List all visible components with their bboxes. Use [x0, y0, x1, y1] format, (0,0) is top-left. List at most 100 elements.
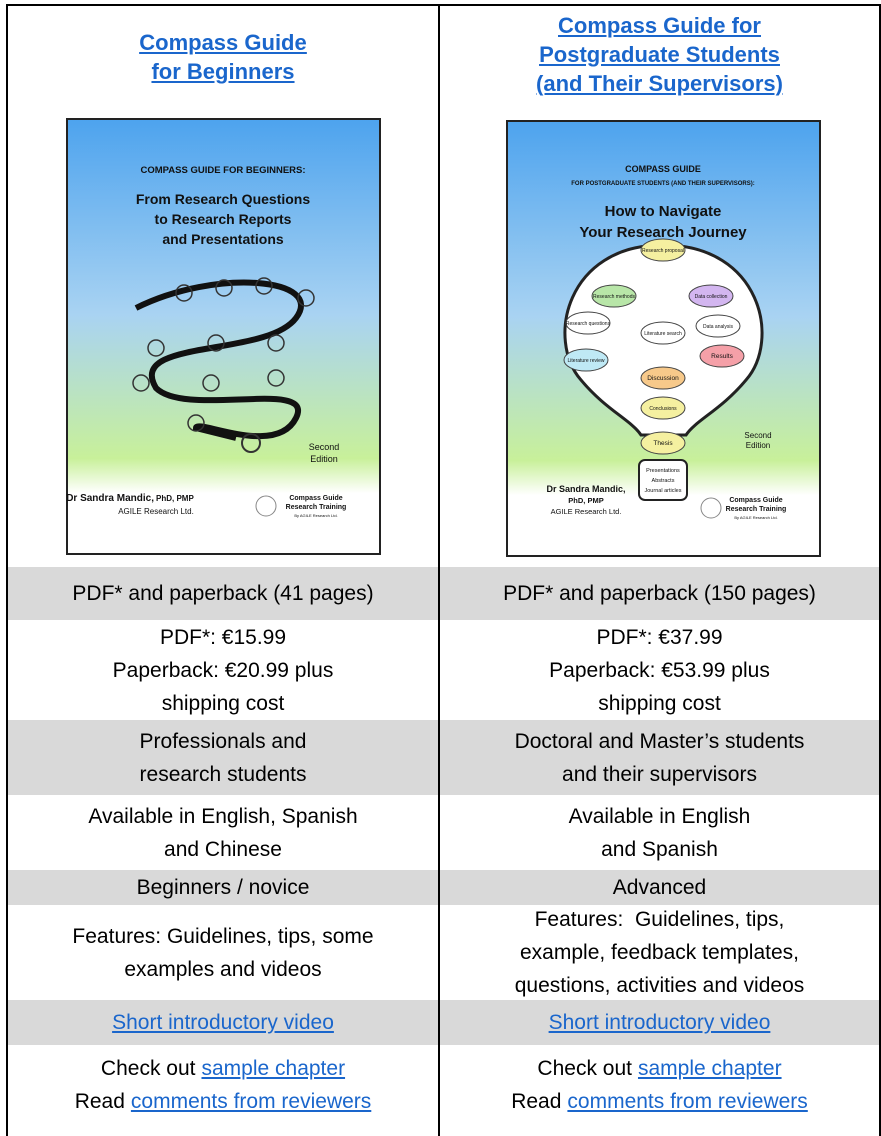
cover-text: Conclusions: [649, 406, 677, 412]
cover-text: Research Training: [286, 504, 347, 511]
diagram-node: [563, 348, 609, 372]
cover-text: PhD, PMP: [568, 496, 603, 505]
text-line: Doctoral and Master’s students: [514, 729, 805, 753]
cover-text: From Research Questions: [136, 191, 310, 207]
sample-link[interactable]: sample chapter: [201, 1057, 346, 1080]
sample-link[interactable]: sample chapter: [637, 1057, 782, 1080]
link-lead: Check out: [537, 1057, 632, 1080]
audience-cell: Professionals and research students: [8, 720, 438, 795]
sample-line: Read comments from reviewers: [511, 1085, 808, 1118]
cover-text: Research questions: [566, 321, 611, 327]
text-line: PDF* and paperback (150 pages): [503, 582, 816, 605]
cover-text: Literature review: [568, 358, 605, 364]
text-line: Available in English, Spanish: [88, 804, 358, 828]
text-line: questions, activities and videos: [514, 974, 805, 997]
text-line: shipping cost: [598, 691, 721, 715]
sample-line: Read comments from reviewers: [75, 1085, 372, 1118]
sample-cell: Check out sample chapter Read comments from…: [8, 1045, 438, 1125]
comparison-table: Compass Guide for Beginners COMPASS GUIDE …: [6, 4, 881, 1136]
cover-text: AGILE Research Ltd.: [118, 507, 194, 516]
text-line: and their supervisors: [562, 762, 757, 786]
diagram-node: [695, 314, 741, 338]
text-line: Advanced: [612, 876, 707, 899]
cover-text: By AGILE Research Ltd.: [294, 513, 337, 518]
cover-text: How to Navigate: [605, 203, 722, 220]
basket: [638, 459, 688, 501]
languages-cell: Available in English, Spanish and Chinese: [8, 795, 438, 870]
icon: [267, 334, 285, 352]
diagram-node: [640, 396, 686, 420]
audience-cell: Doctoral and Master’s students and their …: [440, 720, 879, 795]
cover-text: FOR POSTGRADUATE STUDENTS (AND THEIR SUP…: [571, 181, 754, 187]
text-line: Features: Guidelines, tips,: [534, 908, 785, 931]
link-lead: Read: [74, 1090, 125, 1113]
features-cell: Features: Guidelines, tips, some examples…: [8, 905, 438, 1000]
text-line: examples and videos: [124, 957, 322, 981]
cover-text: Literature search: [644, 331, 682, 337]
book-cover: COMPASS GUIDE FOR POSTGRADUATE STUDENTS (…: [506, 120, 821, 557]
cover-text: Your Research Journey: [579, 224, 747, 241]
cover-text: By AGILE Research Ltd.: [734, 515, 777, 520]
sample-line: Check out sample chapter: [537, 1052, 781, 1085]
icon: [297, 289, 315, 307]
diagram-node: [640, 238, 686, 262]
cover-text: Thesis: [653, 440, 673, 447]
cover-text: Dr Sandra Mandic,: [66, 493, 154, 504]
icon: [175, 284, 193, 302]
video-link[interactable]: Short introductory video: [548, 1011, 771, 1034]
video-link[interactable]: Short introductory video: [112, 1011, 334, 1034]
book-title: Compass Guide for Beginners: [8, 22, 438, 92]
text-line: research students: [139, 762, 307, 786]
languages-cell: Available in English and Spanish: [440, 795, 879, 870]
cover-text: Discussion: [647, 375, 679, 382]
cover-text: Abstracts: [652, 478, 675, 484]
cover-text: Research methods: [593, 294, 635, 300]
video-link-cell: Short introductory video: [8, 1000, 438, 1045]
cover-text: Second: [309, 442, 340, 452]
level-cell: Advanced: [440, 870, 879, 905]
logo-icon: [700, 497, 722, 519]
cover-text: to Research Reports: [155, 211, 292, 227]
sample-link[interactable]: comments from reviewers: [567, 1090, 808, 1113]
title-link[interactable]: (and Their Supervisors): [536, 70, 783, 96]
cover-text: Compass Guide: [289, 495, 342, 502]
icon: [147, 339, 165, 357]
text-line: PDF*: €15.99: [159, 625, 287, 649]
cover-text: Research Training: [726, 506, 787, 513]
cover-text: PhD, PMP: [156, 494, 194, 503]
cover-text: Dr Sandra Mandic,: [546, 484, 625, 494]
sample-line: Check out sample chapter: [101, 1052, 345, 1085]
diagram-node: [699, 344, 745, 368]
diagram-node: [640, 321, 686, 345]
road: [134, 279, 304, 441]
cover-text: Results: [711, 353, 733, 360]
icon: [187, 414, 205, 432]
cover-text: COMPASS GUIDE: [625, 164, 701, 174]
price-cell: PDF*: €15.99 Paperback: €20.99 plus shippi…: [8, 620, 438, 720]
cover-text: Compass Guide: [729, 497, 782, 504]
cover-text: AGILE Research Ltd.: [551, 507, 622, 516]
features-cell: Features: Guidelines, tips, example, feed…: [440, 905, 879, 1000]
text-line: Beginners / novice: [136, 876, 310, 899]
cover-text: Presentations: [646, 468, 680, 474]
title-link[interactable]: for Beginners: [151, 59, 295, 84]
text-line: Professionals and: [139, 729, 307, 753]
logo-icon: [255, 495, 277, 517]
title-link[interactable]: Compass Guide for: [558, 12, 761, 38]
cover-text: Research proposal: [642, 248, 684, 254]
diagram-node: [565, 311, 611, 335]
book-cover: COMPASS GUIDE FOR BEGINNERS: From Researc…: [66, 118, 381, 555]
title-link[interactable]: Compass Guide: [139, 30, 307, 55]
link-lead: Read: [511, 1090, 562, 1113]
title-link[interactable]: Postgraduate Students: [539, 41, 780, 67]
diagram-node: [591, 284, 637, 308]
cover-text: Second: [744, 431, 771, 440]
book-title: Compass Guide for Postgraduate Students (a…: [440, 6, 879, 102]
diagram-node: [688, 284, 734, 308]
cover-bg: [66, 118, 381, 555]
text-line: PDF* and paperback (41 pages): [72, 582, 374, 605]
sample-link[interactable]: comments from reviewers: [130, 1090, 372, 1113]
sample-cell: Check out sample chapter Read comments from…: [440, 1045, 879, 1125]
cover-text: Edition: [746, 441, 770, 450]
diagram-node: [640, 431, 686, 455]
